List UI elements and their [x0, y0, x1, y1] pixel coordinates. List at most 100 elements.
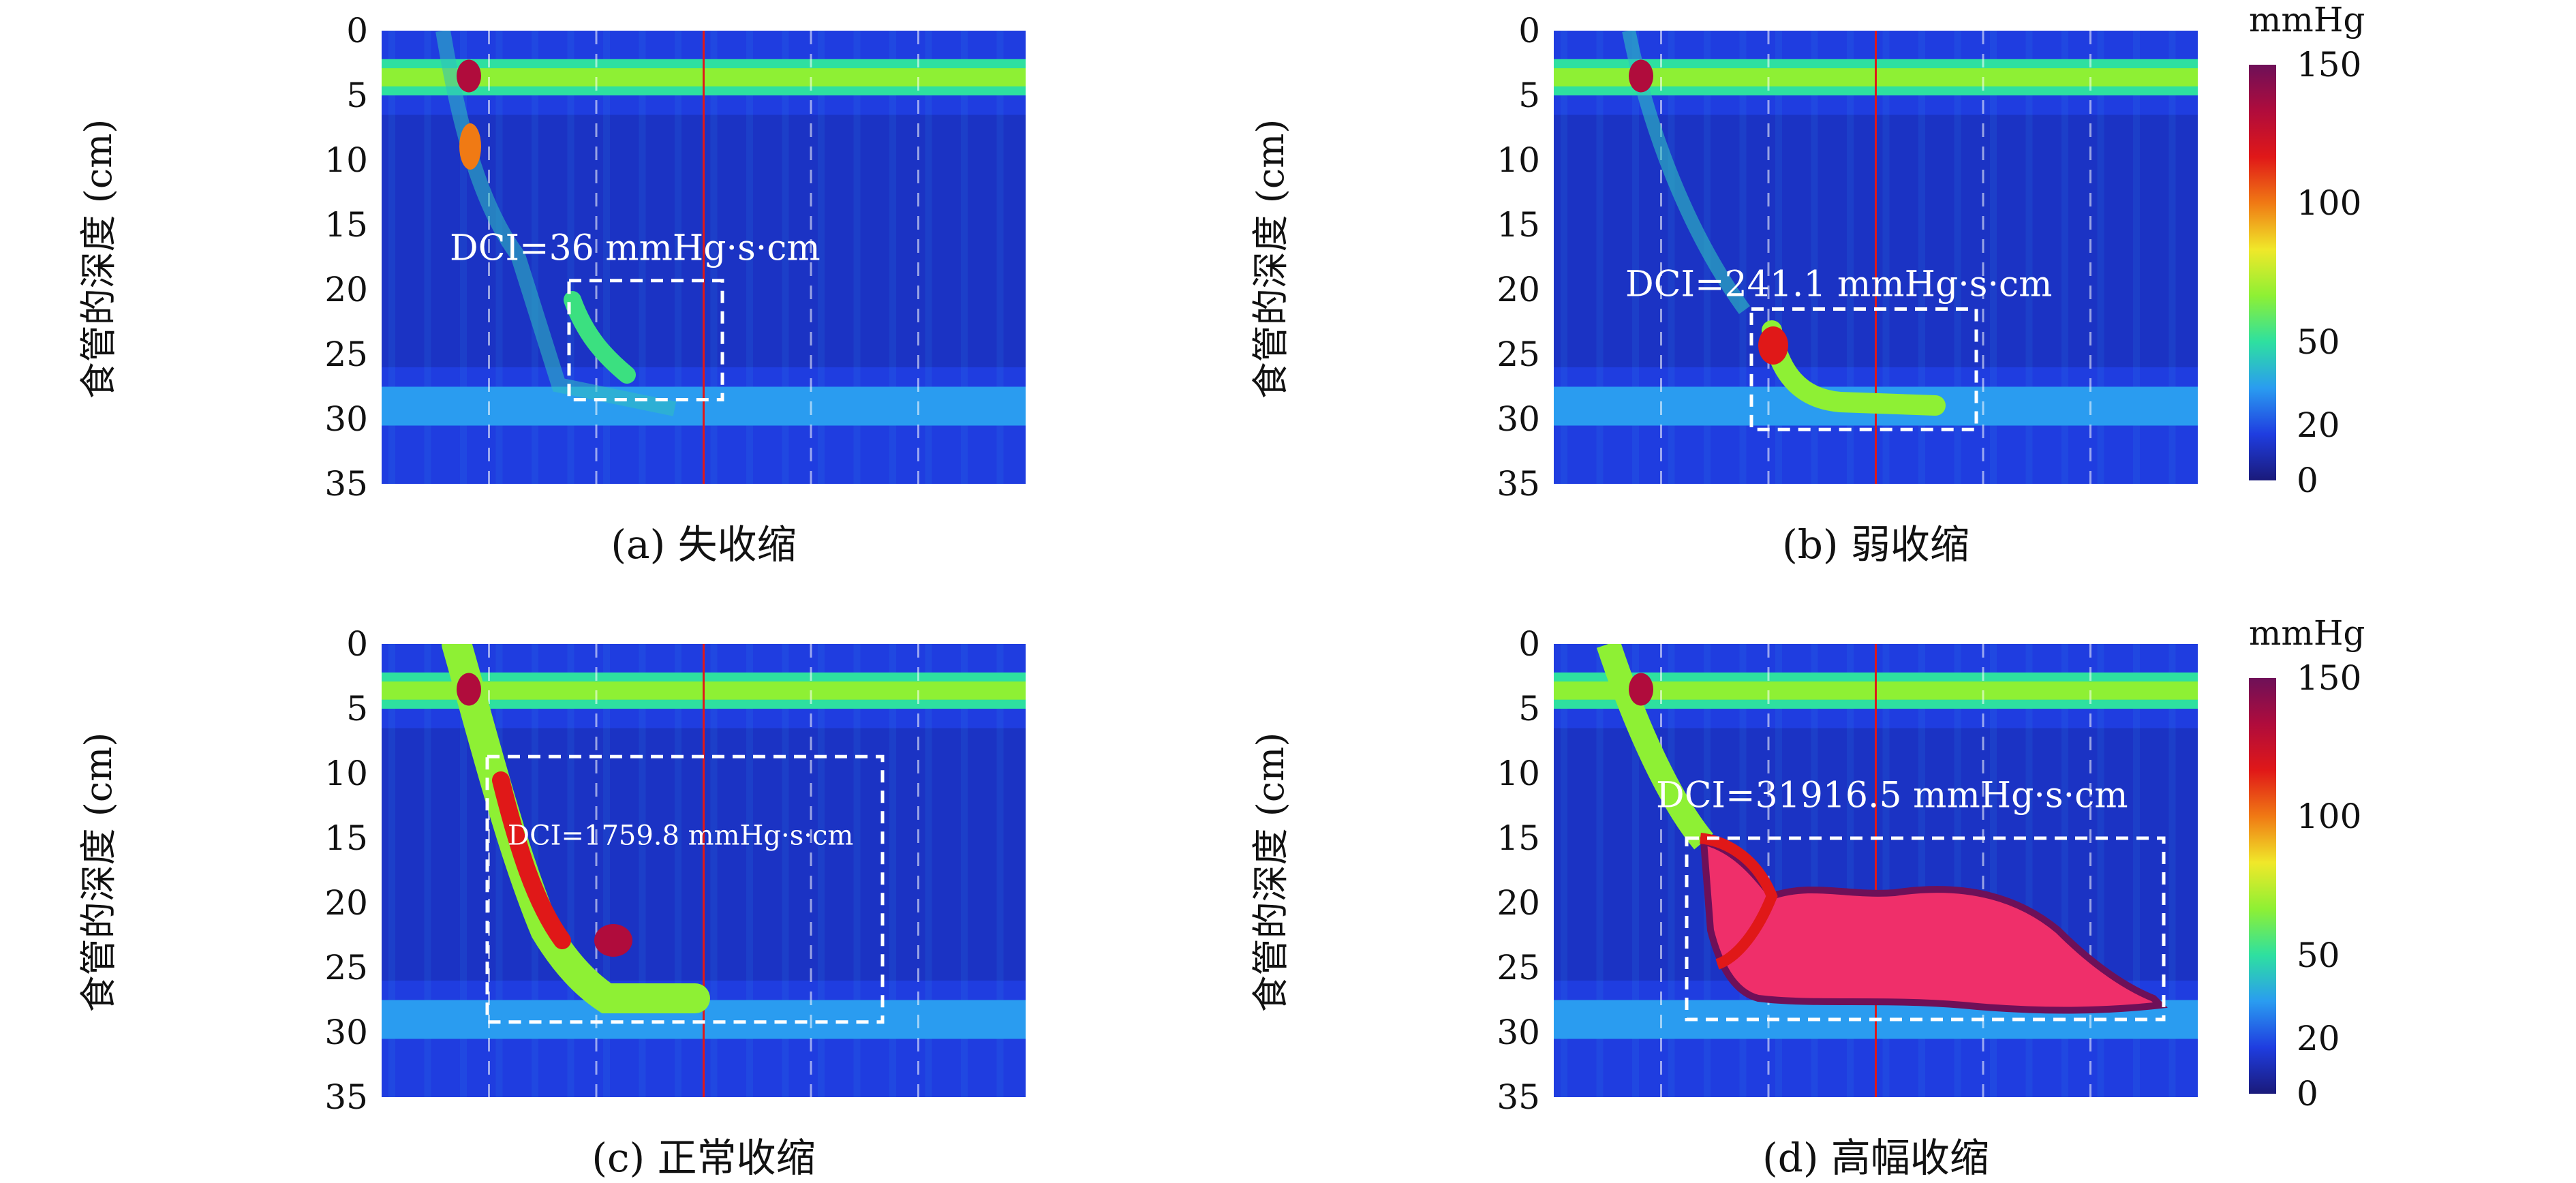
pressure-streak — [996, 31, 1004, 484]
heatmap-c: DCI=1759.8 mmHg·s·cm — [382, 644, 1026, 1097]
pressure-streak — [925, 31, 932, 484]
pressure-streak — [889, 31, 896, 484]
pressure-streak — [1775, 644, 1782, 1097]
colorbar-tick-label: 150 — [2297, 45, 2362, 84]
y-tick-label: 15 — [324, 205, 368, 245]
pressure-streak — [639, 31, 646, 484]
pressure-streak — [710, 31, 718, 484]
colorbar-gradient — [2249, 65, 2276, 480]
pressure-streak — [746, 31, 753, 484]
y-tick-label: 10 — [324, 140, 368, 180]
y-tick-label: 0 — [346, 624, 368, 664]
pressure-streak — [424, 31, 431, 484]
pressure-streak — [889, 644, 896, 1097]
y-tick-label: 5 — [1518, 689, 1540, 728]
chart-panel-b: 食管的深度 (cm) 0 5 10 15 20 25 30 35 DCI=241.1 mmHg… — [1172, 0, 2263, 590]
pressure-streak — [495, 31, 503, 484]
pressure-streak — [1596, 31, 1604, 484]
pressure-streak — [853, 31, 861, 484]
pressure-streak — [961, 31, 968, 484]
y-tick-label: 25 — [1497, 948, 1540, 987]
y-tick-label: 0 — [1518, 11, 1540, 50]
pressure-streak — [2061, 644, 2068, 1097]
heatmap-b: DCI=241.1 mmHg·s·cm — [1554, 31, 2198, 484]
pressure-streak — [925, 644, 932, 1097]
colorbar-tick-label: 20 — [2297, 1018, 2340, 1058]
swallow-onset — [1629, 673, 1653, 706]
pressure-streak — [1990, 31, 1997, 484]
y-tick-label: 10 — [1497, 140, 1540, 180]
pressure-streak — [1882, 644, 1890, 1097]
pressure-streak — [2133, 644, 2140, 1097]
y-tick-label: 0 — [1518, 624, 1540, 664]
contraction-group — [1596, 644, 2168, 1014]
colorbar-tick-label: 0 — [2297, 1074, 2318, 1113]
swallow-onset — [1629, 59, 1653, 93]
pressure-streak — [710, 644, 718, 1097]
pressure-streak — [2061, 31, 2068, 484]
upper-peak — [459, 123, 481, 170]
pressure-streak — [603, 644, 610, 1097]
y-tick-label: 20 — [1497, 270, 1540, 309]
pressure-streak — [532, 31, 538, 484]
pressure-streak — [1811, 31, 1818, 484]
colorbar-tick-label: 50 — [2297, 322, 2340, 362]
pressure-streak — [675, 31, 681, 484]
y-axis-label: 食管的深度 (cm) — [77, 119, 120, 399]
y-tick-label: 20 — [324, 883, 368, 923]
pressure-streak — [639, 644, 646, 1097]
chart-panel-d: 食管的深度 (cm) 0 5 10 15 20 25 30 35 DCI=31916.5 mm… — [1172, 613, 2263, 1181]
pressure-streak — [818, 644, 825, 1097]
y-tick-label: 15 — [1497, 818, 1540, 858]
y-tick-label: 25 — [324, 948, 368, 987]
pressure-streak — [495, 644, 503, 1097]
contraction-peak — [1758, 326, 1788, 365]
y-tick-label: 30 — [1497, 399, 1540, 439]
y-tick-label: 30 — [324, 1013, 368, 1052]
y-tick-label: 35 — [1497, 464, 1540, 504]
pressure-streak — [2097, 644, 2104, 1097]
contraction-wave — [564, 291, 636, 384]
pressure-streak — [603, 31, 610, 484]
pressure-streak — [424, 644, 431, 1097]
caption-c: (c) 正常收缩 — [592, 1135, 816, 1181]
contraction-core — [492, 771, 571, 949]
high-pressure-region — [1700, 837, 2168, 1014]
y-axis-label: 食管的深度 (cm) — [77, 732, 120, 1013]
colorbar-tick-label: 0 — [2297, 461, 2318, 500]
dci-box — [485, 754, 885, 1024]
contraction-group — [442, 644, 710, 1013]
dci-annotation: DCI=1759.8 mmHg·s·cm — [508, 820, 853, 852]
colorbar-title: mmHg — [2249, 613, 2365, 653]
y-tick-label: 35 — [324, 1077, 368, 1117]
colorbar-gradient — [2249, 678, 2276, 1094]
y-tick-label: 15 — [324, 818, 368, 858]
pressure-streak — [1632, 31, 1639, 484]
colorbar-title: mmHg — [2249, 0, 2365, 40]
pressure-streak — [2133, 31, 2140, 484]
y-tick-label: 5 — [346, 76, 368, 115]
colorbar-tick-label: 150 — [2297, 658, 2362, 698]
contraction-peak — [594, 924, 632, 957]
y-tick-label: 25 — [1497, 335, 1540, 374]
y-tick-label: 10 — [1497, 754, 1540, 793]
pressure-streak — [567, 31, 574, 484]
y-tick-label: 5 — [346, 689, 368, 728]
pressure-streak — [1882, 31, 1890, 484]
pressure-streak — [460, 31, 467, 484]
pressure-streak — [1668, 31, 1675, 484]
caption-d: (d) 高幅收缩 — [1762, 1135, 1989, 1181]
heatmap-d: DCI=31916.5 mmHg·s·cm — [1554, 644, 2198, 1097]
pressure-streak — [1561, 644, 1567, 1097]
y-tick-label: 5 — [1518, 76, 1540, 115]
heatmap-a: DCI=36 mmHg·s·cm — [382, 31, 1026, 484]
pressure-streak — [1918, 644, 1925, 1097]
pressure-streak — [1561, 31, 1567, 484]
pressure-streak — [388, 31, 395, 484]
y-tick-label: 0 — [346, 11, 368, 50]
pressure-streak — [675, 644, 681, 1097]
y-tick-label: 30 — [324, 399, 368, 439]
pressure-streak — [1668, 644, 1675, 1097]
pressure-streak — [1990, 644, 1997, 1097]
colorbar-tick-label: 50 — [2297, 935, 2340, 975]
